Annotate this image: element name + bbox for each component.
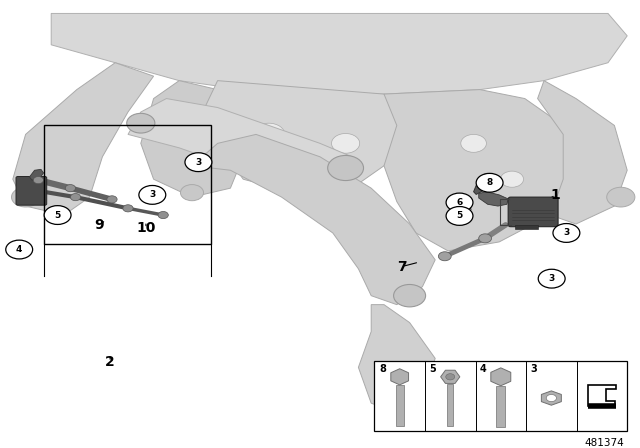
Circle shape: [446, 207, 473, 225]
Circle shape: [553, 224, 580, 242]
Polygon shape: [192, 134, 435, 305]
Circle shape: [500, 171, 524, 187]
Circle shape: [480, 180, 490, 187]
Text: 8: 8: [379, 364, 386, 374]
Circle shape: [538, 269, 565, 288]
Circle shape: [446, 193, 473, 212]
Polygon shape: [205, 81, 416, 193]
Circle shape: [546, 394, 557, 401]
Polygon shape: [13, 63, 154, 215]
Text: 4: 4: [16, 245, 22, 254]
Text: 7: 7: [397, 259, 407, 274]
Text: 481374: 481374: [584, 438, 624, 448]
Text: 5: 5: [54, 211, 61, 220]
Polygon shape: [440, 370, 460, 383]
Circle shape: [445, 374, 454, 380]
Circle shape: [44, 206, 71, 224]
Circle shape: [296, 162, 319, 178]
Circle shape: [12, 187, 40, 207]
Text: 3: 3: [149, 190, 156, 199]
Text: 10: 10: [136, 221, 156, 236]
Bar: [374, 361, 627, 431]
Polygon shape: [128, 99, 352, 188]
Circle shape: [65, 185, 76, 192]
Circle shape: [328, 155, 364, 181]
Circle shape: [127, 113, 155, 133]
Circle shape: [451, 194, 471, 209]
Circle shape: [107, 196, 117, 203]
Polygon shape: [29, 169, 44, 180]
Bar: [497, 386, 506, 427]
FancyBboxPatch shape: [16, 177, 47, 205]
Circle shape: [180, 185, 204, 201]
Circle shape: [332, 134, 360, 153]
Text: 5: 5: [456, 211, 463, 220]
Circle shape: [158, 211, 168, 219]
Circle shape: [394, 284, 426, 307]
Polygon shape: [474, 174, 493, 194]
Circle shape: [185, 153, 212, 172]
Bar: [447, 384, 453, 426]
Text: 8: 8: [486, 178, 493, 187]
Circle shape: [479, 234, 492, 243]
Polygon shape: [391, 369, 408, 385]
Circle shape: [70, 194, 81, 201]
Bar: [44, 125, 211, 244]
Circle shape: [390, 388, 429, 414]
Text: 4: 4: [480, 364, 487, 374]
Circle shape: [607, 187, 635, 207]
Polygon shape: [538, 81, 627, 224]
Circle shape: [33, 177, 44, 184]
Circle shape: [476, 173, 503, 192]
Text: 3: 3: [531, 364, 538, 374]
Circle shape: [461, 134, 486, 152]
FancyBboxPatch shape: [508, 197, 558, 227]
Text: 3: 3: [195, 158, 202, 167]
Polygon shape: [141, 81, 243, 197]
Text: 3: 3: [548, 274, 555, 283]
Text: 1: 1: [550, 188, 561, 202]
Polygon shape: [51, 13, 627, 94]
Polygon shape: [491, 368, 511, 386]
Polygon shape: [479, 192, 508, 206]
Circle shape: [6, 240, 33, 259]
Circle shape: [438, 252, 451, 261]
Polygon shape: [384, 90, 576, 251]
Bar: [396, 385, 404, 426]
Polygon shape: [358, 305, 435, 412]
Circle shape: [139, 185, 166, 204]
Polygon shape: [541, 391, 561, 405]
Text: 6: 6: [456, 198, 463, 207]
Polygon shape: [515, 225, 538, 229]
Text: 2: 2: [105, 355, 115, 369]
Text: 3: 3: [563, 228, 570, 237]
Circle shape: [253, 123, 285, 146]
Text: 9: 9: [94, 218, 104, 232]
Circle shape: [123, 205, 133, 212]
Text: 5: 5: [429, 364, 436, 374]
